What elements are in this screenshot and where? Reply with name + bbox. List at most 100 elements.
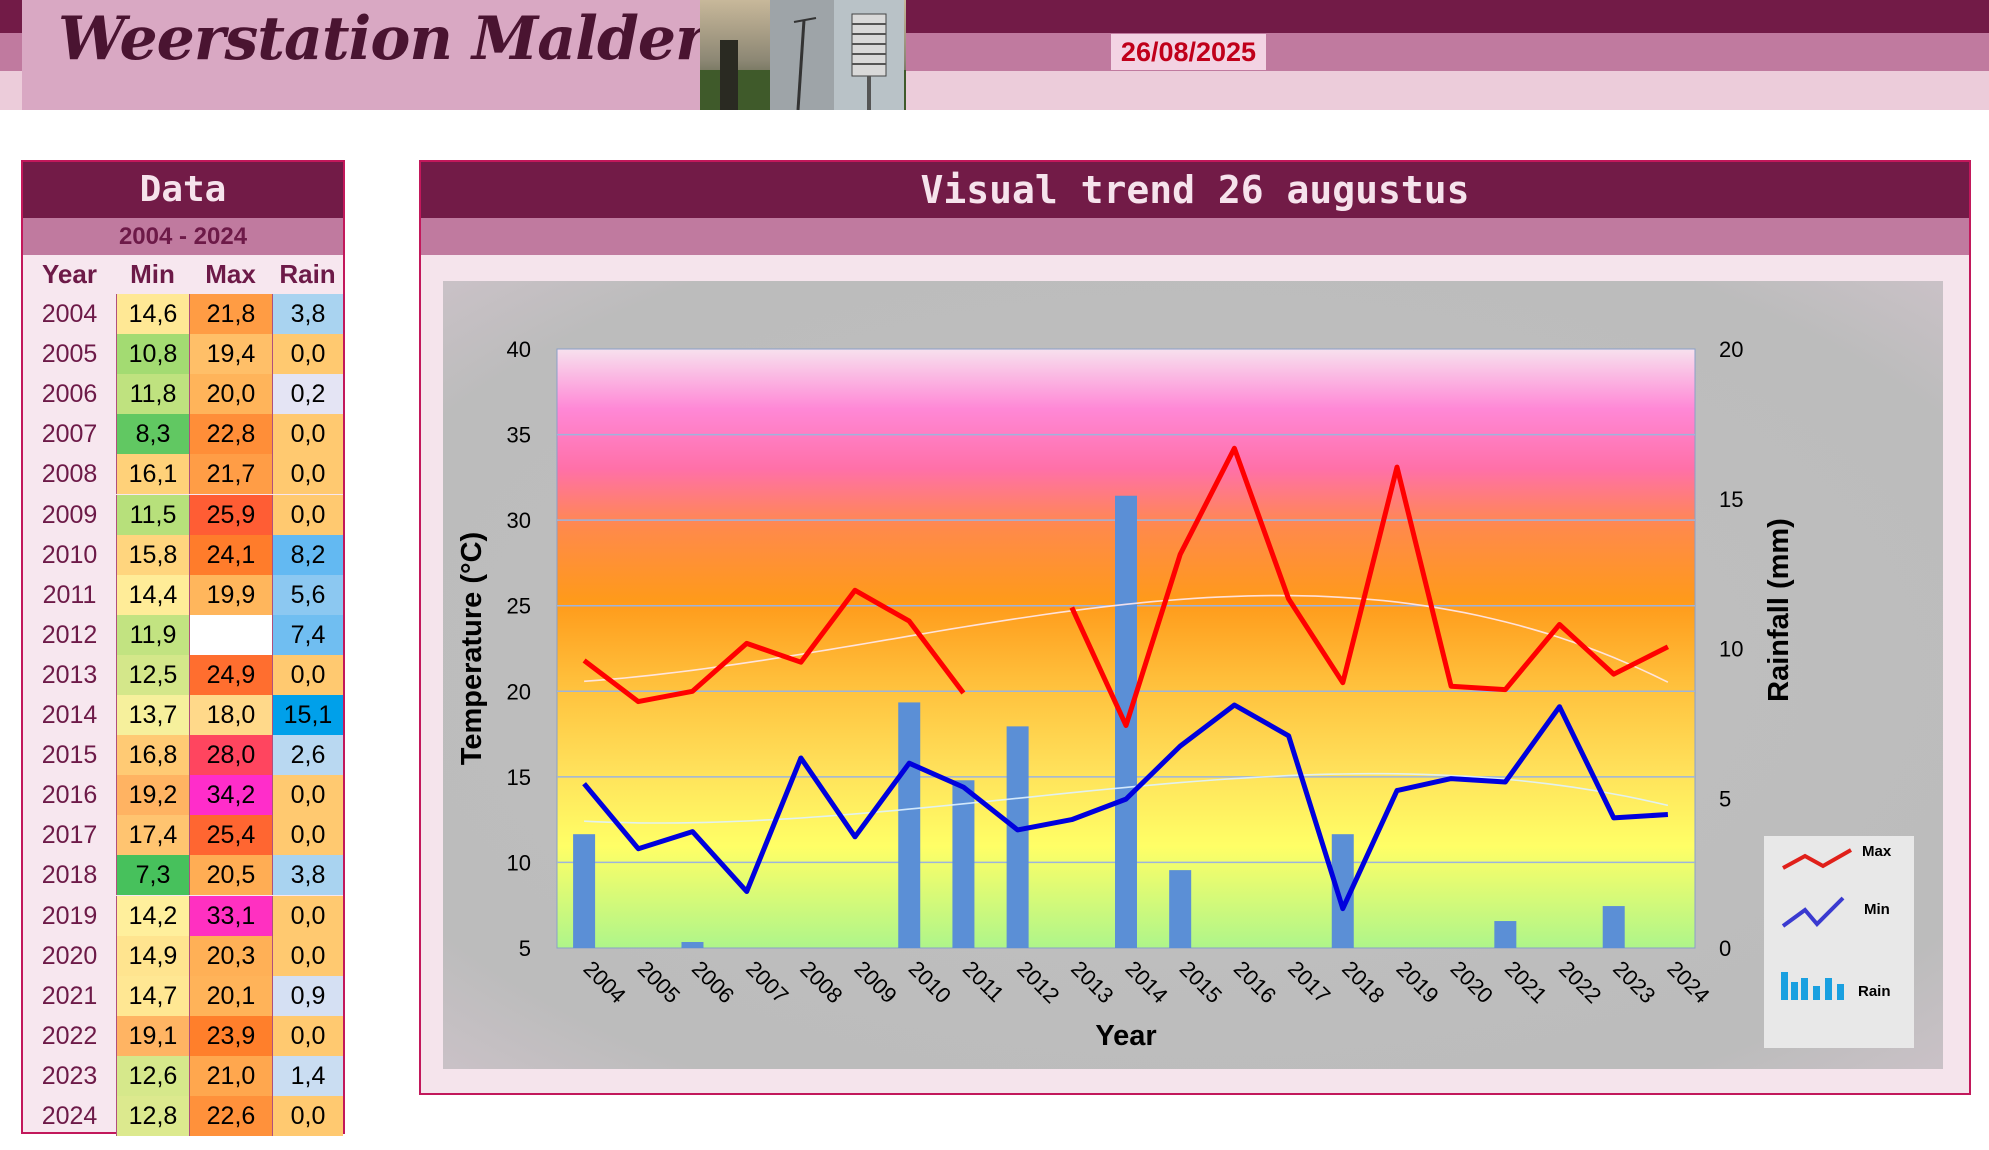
legend-rain-swatch-bar — [1813, 986, 1820, 1000]
table-cell-min: 14,2 — [116, 895, 189, 936]
table-cell-rain: 1,4 — [272, 1055, 343, 1096]
table-cell-year: 2007 — [41, 420, 98, 449]
table-cell-year: 2018 — [41, 861, 98, 890]
table-cell-max: 22,8 — [189, 414, 272, 455]
table-cell-rain: 8,2 — [272, 534, 343, 575]
table-cell-max: 20,0 — [189, 374, 272, 415]
y2-tick-label: 15 — [1719, 487, 1743, 512]
table-cell-year: 2009 — [41, 500, 98, 529]
table-cell-year: 2020 — [41, 941, 98, 970]
table-cell-min: 19,1 — [116, 1015, 189, 1056]
y-tick-label: 30 — [507, 508, 531, 533]
table-cell-rain: 0,0 — [272, 654, 343, 695]
table-cell-year: 2004 — [41, 300, 98, 328]
table-cell-max: 22,6 — [189, 1096, 272, 1136]
legend-label-min: Min — [1864, 901, 1890, 918]
table-row: 2006 11,8 20,0 0,2 — [23, 374, 343, 415]
table-cell-max: 23,9 — [189, 1015, 272, 1056]
table-cell-max: 25,4 — [189, 815, 272, 856]
legend-rain-swatch-bar — [1781, 972, 1788, 1000]
table-cell-rain: 0,9 — [272, 975, 343, 1016]
table-cell-min: 13,7 — [116, 695, 189, 735]
table-cell-rain: 3,8 — [272, 855, 343, 896]
column-header-year: Year — [42, 259, 97, 289]
table-cell-year: 2008 — [41, 460, 98, 489]
table-cell-min: 17,4 — [116, 815, 189, 856]
y-tick-label: 25 — [507, 594, 531, 619]
y-axis-title: Temperature (°C) — [456, 532, 488, 765]
table-cell-year: 2019 — [41, 901, 98, 930]
max-series-line — [582, 445, 1670, 728]
min-series-line — [582, 702, 1669, 912]
y2-tick-label: 5 — [1719, 786, 1731, 811]
rain-bar — [681, 942, 704, 948]
table-row: 2015 16,8 28,0 2,6 — [23, 735, 343, 776]
chart-legend: Max Min Rain — [1764, 836, 1914, 1048]
site-logo[interactable]: Weerstation Malderen — [22, 0, 786, 110]
table-cell-min: 11,5 — [116, 494, 189, 535]
table-cell-min: 11,8 — [116, 374, 189, 415]
current-date: 26/08/2025 — [1111, 34, 1266, 70]
table-row: 2011 14,4 19,9 5,6 — [23, 574, 343, 615]
table-cell-max — [189, 614, 272, 655]
data-table-range: 2004 - 2024 — [23, 218, 343, 255]
table-cell-year: 2011 — [42, 580, 97, 609]
table-cell-rain: 0,0 — [272, 334, 343, 375]
table-row: 2020 14,9 20,3 0,0 — [23, 935, 343, 976]
table-cell-min: 16,8 — [116, 735, 189, 776]
table-cell-year: 2023 — [41, 1061, 98, 1090]
table-row: 2021 14,7 20,1 0,9 — [23, 975, 343, 1016]
table-row: 2014 13,7 18,0 15,1 — [23, 695, 343, 735]
y-tick-label: 10 — [507, 850, 531, 875]
table-cell-year: 2013 — [41, 660, 98, 689]
table-row: 2019 14,2 33,1 0,0 — [23, 895, 343, 936]
table-row: 2016 19,2 34,2 0,0 — [23, 775, 343, 816]
table-cell-max: 21,0 — [189, 1055, 272, 1096]
legend-label-max: Max — [1862, 843, 1892, 860]
legend-min-swatch — [1781, 896, 1845, 928]
site-title: Weerstation Malderen — [58, 4, 786, 74]
station-photo-screen — [834, 0, 904, 110]
table-cell-rain: 0,2 — [272, 374, 343, 415]
table-cell-max: 28,0 — [189, 735, 272, 776]
table-cell-year: 2014 — [41, 701, 98, 729]
column-header-max: Max — [205, 259, 256, 289]
table-row: 2005 10,8 19,4 0,0 — [23, 334, 343, 375]
table-cell-min: 12,6 — [116, 1055, 189, 1096]
legend-max-swatch — [1782, 848, 1852, 870]
table-cell-rain: 5,6 — [272, 574, 343, 615]
chart-panel: Visual trend 26 augustus 5 10 15 20 25 30 35 40… — [419, 160, 1971, 1095]
legend-rain-swatch-bar — [1801, 978, 1808, 1000]
table-cell-rain: 7,4 — [272, 614, 343, 655]
table-cell-min: 16,1 — [116, 454, 189, 495]
chart-title: Visual trend 26 augustus — [421, 162, 1969, 218]
table-cell-year: 2017 — [41, 821, 98, 850]
table-cell-min: 12,5 — [116, 654, 189, 695]
table-cell-rain: 0,0 — [272, 454, 343, 495]
y-tick-label: 35 — [507, 423, 531, 448]
table-cell-rain: 2,6 — [272, 735, 343, 776]
table-row: 2009 11,5 25,9 0,0 — [23, 494, 343, 535]
table-cell-rain: 0,0 — [272, 815, 343, 856]
rain-bar — [952, 780, 975, 948]
table-row: 2007 8,3 22,8 0,0 — [23, 414, 343, 455]
rain-bar — [1169, 870, 1192, 948]
table-cell-year: 2021 — [41, 981, 98, 1010]
station-photo-mast — [770, 0, 834, 110]
table-cell-rain: 0,0 — [272, 775, 343, 816]
legend-box — [1764, 836, 1914, 1048]
table-cell-max: 19,9 — [189, 574, 272, 615]
rain-bar — [1494, 921, 1517, 948]
table-cell-max: 25,9 — [189, 494, 272, 535]
table-row: 2010 15,8 24,1 8,2 — [23, 534, 343, 575]
table-cell-min: 8,3 — [116, 414, 189, 455]
table-cell-rain: 0,0 — [272, 1096, 343, 1136]
rain-bar — [1331, 834, 1354, 948]
table-cell-min: 14,4 — [116, 574, 189, 615]
table-row: 2018 7,3 20,5 3,8 — [23, 855, 343, 896]
table-cell-year: 2010 — [41, 540, 98, 569]
y-tick-label: 15 — [507, 765, 531, 790]
table-row: 2008 16,1 21,7 0,0 — [23, 454, 343, 495]
table-cell-rain: 0,0 — [272, 1015, 343, 1056]
